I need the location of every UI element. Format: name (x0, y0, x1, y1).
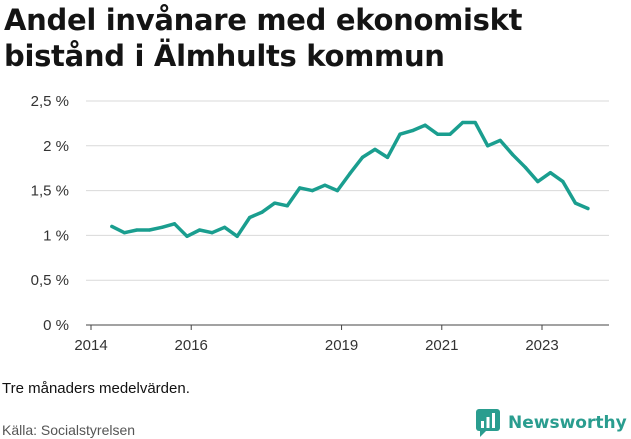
brand-logo[interactable]: Newsworthy (476, 408, 627, 438)
data-point (561, 180, 565, 184)
data-point (398, 132, 402, 136)
data-point (348, 171, 352, 176)
data-point (523, 165, 527, 169)
x-tick-label: 2023 (525, 337, 558, 354)
x-tick-label: 2019 (325, 337, 358, 354)
grid (86, 100, 609, 281)
data-point (248, 215, 252, 220)
y-tick-label: 2,5 % (31, 93, 69, 110)
x-tick-label: 2016 (175, 337, 208, 354)
data-point (160, 225, 164, 229)
data-point (586, 206, 590, 211)
chart-title: Andel invånare med ekonomiskt bistånd i … (4, 3, 523, 73)
data-point (573, 201, 578, 205)
data-point (423, 123, 427, 127)
data-point (498, 138, 502, 143)
data-point (335, 189, 339, 193)
data-point (197, 228, 202, 232)
data-point (273, 201, 277, 205)
data-point (310, 189, 314, 193)
data-point (223, 225, 227, 229)
data-point (373, 147, 377, 151)
y-tick-label: 1 % (43, 227, 69, 244)
data-point (410, 128, 415, 133)
y-axis: 0 % 0,5 % 1 % 1,5 % 2 % 2,5 % (31, 93, 69, 334)
data-point (536, 180, 540, 184)
data-point (486, 144, 490, 148)
newsworthy-logo-icon (476, 409, 500, 437)
data-point (185, 234, 189, 238)
data-point (360, 155, 365, 160)
data-point (323, 183, 327, 187)
data-point (235, 234, 239, 238)
x-axis: 2014 2016 2019 2021 2023 (74, 325, 559, 354)
y-tick-label: 1,5 % (31, 183, 69, 200)
series-points (110, 120, 590, 238)
x-tick-label: 2014 (74, 337, 107, 354)
data-point (436, 132, 440, 136)
data-point (260, 210, 264, 214)
data-point (210, 231, 214, 235)
y-tick-label: 0,5 % (31, 272, 69, 289)
x-tick-label: 2021 (425, 337, 458, 354)
data-point (110, 224, 114, 229)
data-point (461, 120, 465, 125)
series-line (110, 120, 590, 239)
data-point (511, 153, 515, 157)
data-point (135, 228, 139, 232)
data-point (285, 204, 289, 208)
data-point (298, 186, 302, 190)
y-tick-label: 2 % (43, 138, 69, 155)
data-point (548, 171, 552, 175)
data-point (122, 231, 127, 235)
source-label: Källa: Socialstyrelsen (2, 422, 136, 438)
data-point (385, 155, 390, 160)
data-point (172, 222, 177, 226)
data-point (147, 228, 152, 232)
data-point (448, 132, 452, 136)
chart-note: Tre månaders medelvärden. (2, 380, 190, 397)
y-tick-label: 0 % (43, 317, 69, 334)
data-point (473, 120, 477, 125)
brand-name: Newsworthy (508, 413, 627, 433)
